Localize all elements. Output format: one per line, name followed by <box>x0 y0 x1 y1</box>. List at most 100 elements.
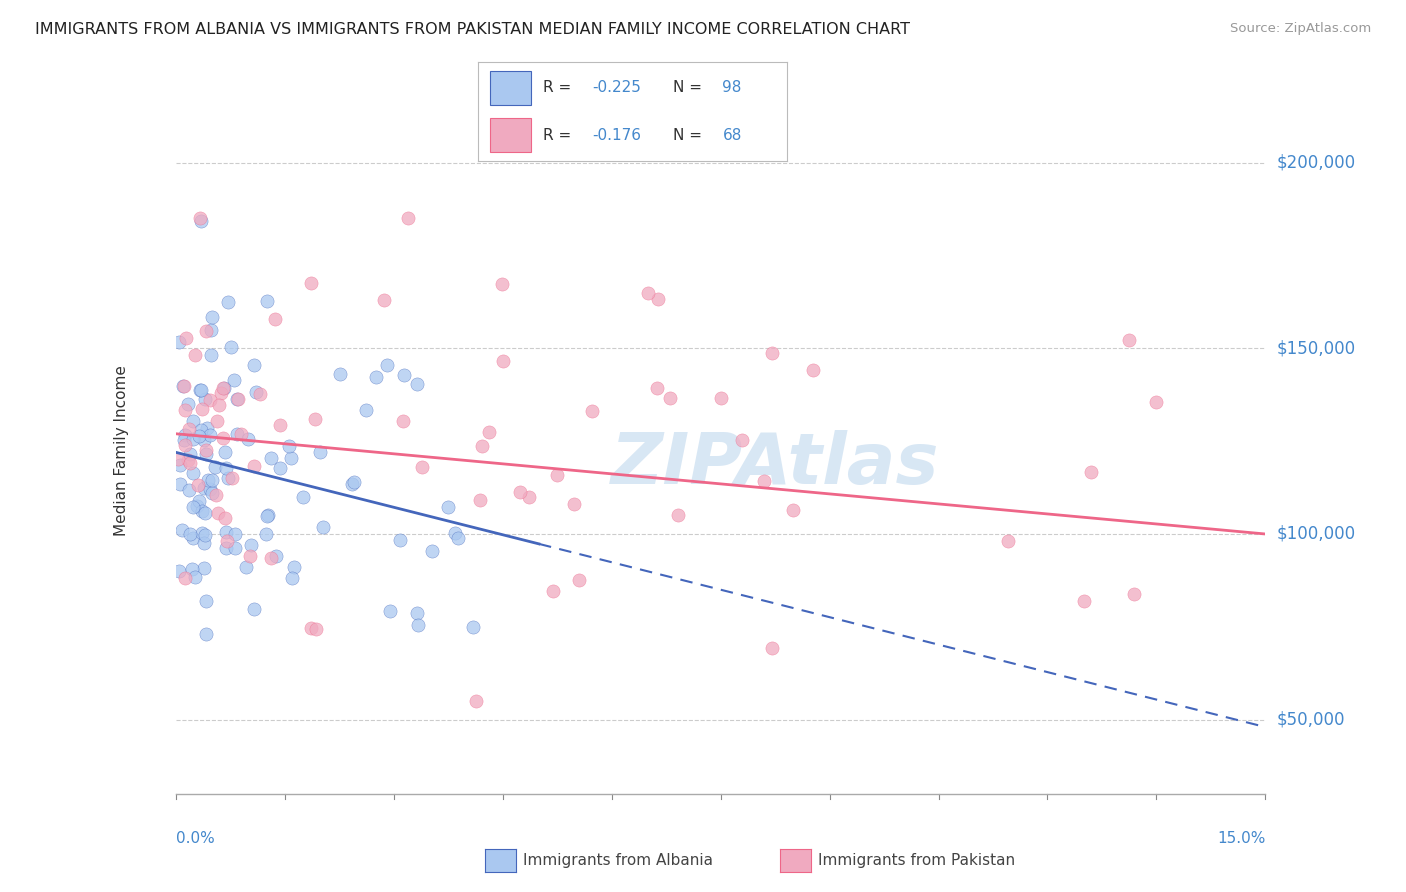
Point <box>225 426 247 441</box>
Point <box>546 468 568 483</box>
Text: R =: R = <box>543 80 576 95</box>
Point <box>190 525 212 540</box>
Point <box>198 428 221 442</box>
Point <box>181 414 204 428</box>
Point <box>391 413 413 427</box>
Point <box>174 428 197 442</box>
Point <box>568 574 591 588</box>
Point <box>177 483 200 497</box>
Point <box>411 460 433 475</box>
Point <box>186 499 208 513</box>
Point <box>190 213 212 227</box>
Point <box>179 447 201 461</box>
Text: -0.225: -0.225 <box>592 80 641 95</box>
Point <box>444 525 467 540</box>
Point <box>242 458 264 473</box>
Point <box>1118 333 1140 347</box>
Point <box>214 541 236 555</box>
Point <box>198 393 221 408</box>
Point <box>193 434 215 448</box>
Point <box>1073 594 1095 608</box>
Point <box>249 387 271 401</box>
Point <box>283 559 305 574</box>
Text: Immigrants from Pakistan: Immigrants from Pakistan <box>818 854 1015 868</box>
Text: IMMIGRANTS FROM ALBANIA VS IMMIGRANTS FROM PAKISTAN MEDIAN FAMILY INCOME CORRELA: IMMIGRANTS FROM ALBANIA VS IMMIGRANTS FR… <box>35 22 910 37</box>
Text: $200,000: $200,000 <box>1277 153 1355 172</box>
Point <box>752 474 775 488</box>
Point <box>392 368 415 382</box>
Point <box>173 438 195 452</box>
Point <box>188 494 211 508</box>
Point <box>224 541 246 555</box>
Point <box>280 450 302 465</box>
Text: $150,000: $150,000 <box>1277 339 1355 358</box>
Point <box>169 458 191 472</box>
Point <box>1080 465 1102 479</box>
Point <box>211 431 233 445</box>
Point <box>194 324 217 338</box>
Point <box>730 433 752 447</box>
Point <box>562 498 585 512</box>
Point <box>209 385 232 400</box>
Point <box>193 536 215 550</box>
Point <box>264 549 287 564</box>
Text: Median Family Income: Median Family Income <box>114 365 129 536</box>
Bar <box>491 119 530 152</box>
Text: $100,000: $100,000 <box>1277 525 1355 543</box>
Point <box>388 533 411 548</box>
Point <box>226 392 249 407</box>
Point <box>207 506 229 520</box>
Point <box>215 524 238 539</box>
Point <box>229 427 252 442</box>
Point <box>188 383 211 397</box>
Text: Immigrants from Albania: Immigrants from Albania <box>523 854 713 868</box>
Point <box>259 550 281 565</box>
Text: N =: N = <box>673 128 707 143</box>
Point <box>406 618 429 632</box>
Point <box>406 377 429 392</box>
Point <box>184 348 207 362</box>
Point <box>492 354 515 368</box>
Point <box>173 403 195 417</box>
Point <box>205 414 228 428</box>
Point <box>281 571 304 585</box>
Text: ZIPAtlas: ZIPAtlas <box>610 430 939 499</box>
Point <box>177 396 200 410</box>
Point <box>173 378 195 392</box>
Point <box>217 295 239 310</box>
Point <box>194 594 217 608</box>
Point <box>299 620 322 634</box>
Point <box>219 340 242 354</box>
Point <box>191 504 214 518</box>
Point <box>354 403 377 417</box>
Point <box>329 368 352 382</box>
Point <box>179 526 201 541</box>
Point <box>208 398 231 412</box>
Point <box>801 363 824 377</box>
Point <box>167 334 190 349</box>
Point <box>461 620 484 634</box>
Point <box>309 445 332 459</box>
Point <box>405 606 427 620</box>
Point <box>420 543 443 558</box>
Point <box>201 486 224 500</box>
Point <box>169 477 191 491</box>
Point <box>194 528 217 542</box>
Bar <box>491 71 530 104</box>
Point <box>709 391 731 405</box>
Point <box>581 404 603 418</box>
Point <box>197 473 219 487</box>
Point <box>256 294 278 309</box>
Point <box>169 565 191 579</box>
Point <box>543 584 565 599</box>
Point <box>254 527 277 541</box>
Point <box>181 531 204 545</box>
Point <box>214 445 236 459</box>
Point <box>256 509 278 524</box>
Point <box>373 293 395 307</box>
Point <box>194 392 217 407</box>
Text: 0.0%: 0.0% <box>176 831 215 846</box>
Point <box>221 471 243 485</box>
Point <box>212 381 235 395</box>
Point <box>177 453 200 467</box>
